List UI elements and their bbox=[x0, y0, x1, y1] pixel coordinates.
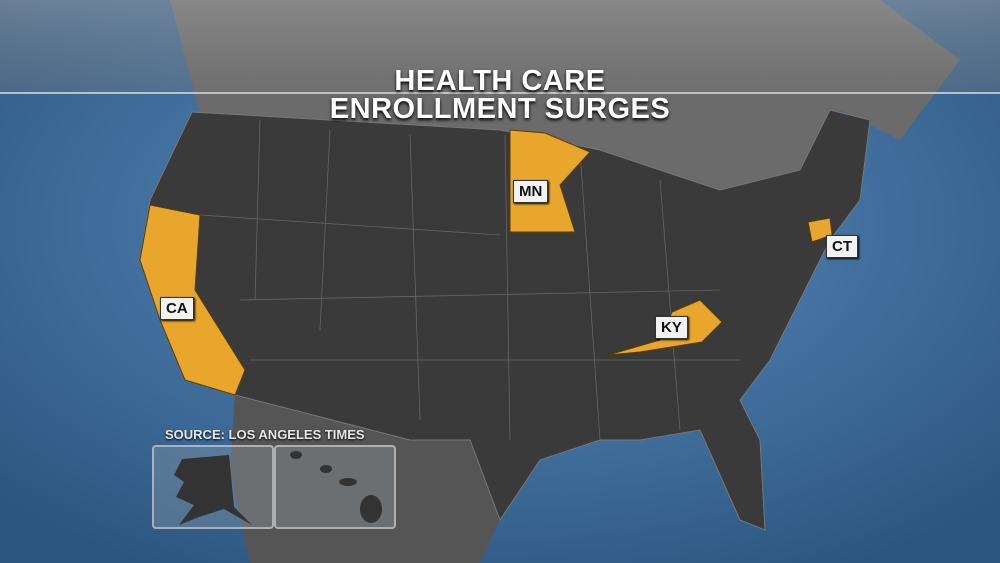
title-band bbox=[0, 0, 1000, 93]
mexico bbox=[230, 395, 500, 563]
state-borders bbox=[199, 119, 740, 441]
hawaii-inset bbox=[274, 445, 396, 529]
label-ky: KY bbox=[655, 316, 688, 339]
alaska-inset bbox=[152, 445, 274, 529]
title-line-1: HEALTH CARE bbox=[394, 65, 606, 97]
label-ca: CA bbox=[160, 297, 194, 320]
title-line-2: ENROLLMENT SURGES bbox=[329, 93, 671, 125]
label-ct: CT bbox=[826, 235, 858, 258]
state-mn bbox=[509, 129, 591, 233]
hawaii-shape bbox=[290, 451, 382, 523]
source-credit: SOURCE: LOS ANGELES TIMES bbox=[165, 427, 365, 442]
alaska-shape bbox=[174, 455, 252, 525]
label-mn: MN bbox=[513, 180, 549, 203]
